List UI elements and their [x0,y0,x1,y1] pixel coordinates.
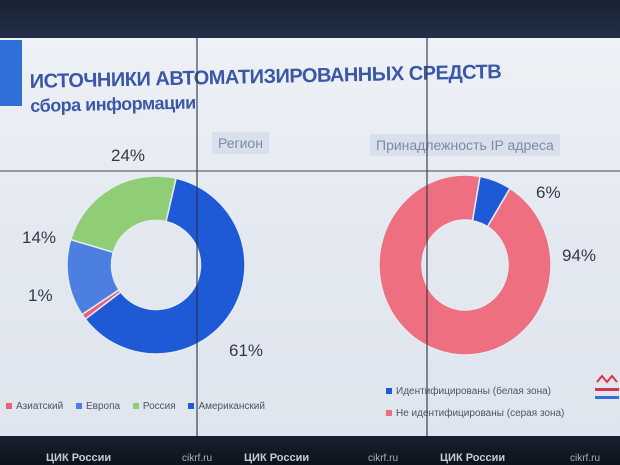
legend-swatch [386,410,392,417]
chart2-title: Принадлежность IP адреса [370,134,560,156]
accent-block [0,40,22,106]
region-donut-chart [66,175,246,355]
screen-seam [0,170,620,172]
legend-item-russia: Россия [132,401,176,412]
chart2-label-unidentified: 94% [562,246,597,265]
footer-label: ЦИК России [244,452,310,464]
legend-swatch [75,403,82,410]
bottom-bezel [0,436,620,465]
cec-logo-icon [595,374,619,399]
legend-item-asia: Азиатский [6,401,63,412]
footer-label: ЦИК России [440,452,506,464]
ip-donut-chart [378,174,552,356]
legend-swatch [386,388,392,395]
slice-america [84,177,246,355]
legend-label: Азиатский [16,401,64,412]
slice-russia [69,175,177,254]
legend-swatch [132,403,139,410]
chart1-label-asia: 1% [28,286,53,305]
chart1-title: Регион [212,132,269,154]
legend-label: Американский [198,401,265,412]
legend-label: Не идентифицированы (серая зона) [396,408,565,419]
footer-url: cikrf.ru [368,453,398,464]
chart1-label-russia: 24% [111,146,146,165]
slice-unidentified [378,174,552,356]
screen-seam [426,38,428,436]
screen-seam [196,38,198,436]
legend-swatch [188,403,195,410]
legend-item-unidentified: Не идентифицированы (серая зона) [386,403,564,425]
legend-item-america: Американский [188,401,265,412]
footer-label: ЦИК России [46,452,112,464]
legend-label: Идентифицированы (белая зона) [396,386,551,397]
legend-item-europe: Европа [75,401,121,412]
footer-url: cikrf.ru [182,453,212,464]
chart1-label-america: 61% [229,341,264,360]
chart1-legend: Азиатский Европа Россия Американский [6,401,275,412]
chart1-label-europe: 14% [22,228,57,247]
chart2-legend: Идентифицированы (белая зона) Не идентиф… [386,381,564,425]
chart2-label-identified: 6% [536,183,561,202]
legend-item-identified: Идентифицированы (белая зона) [386,381,564,403]
footer-url: cikrf.ru [570,453,600,464]
top-bezel [0,0,620,40]
legend-label: Европа [85,401,121,412]
legend-swatch [6,403,12,410]
legend-label: Россия [142,401,176,412]
